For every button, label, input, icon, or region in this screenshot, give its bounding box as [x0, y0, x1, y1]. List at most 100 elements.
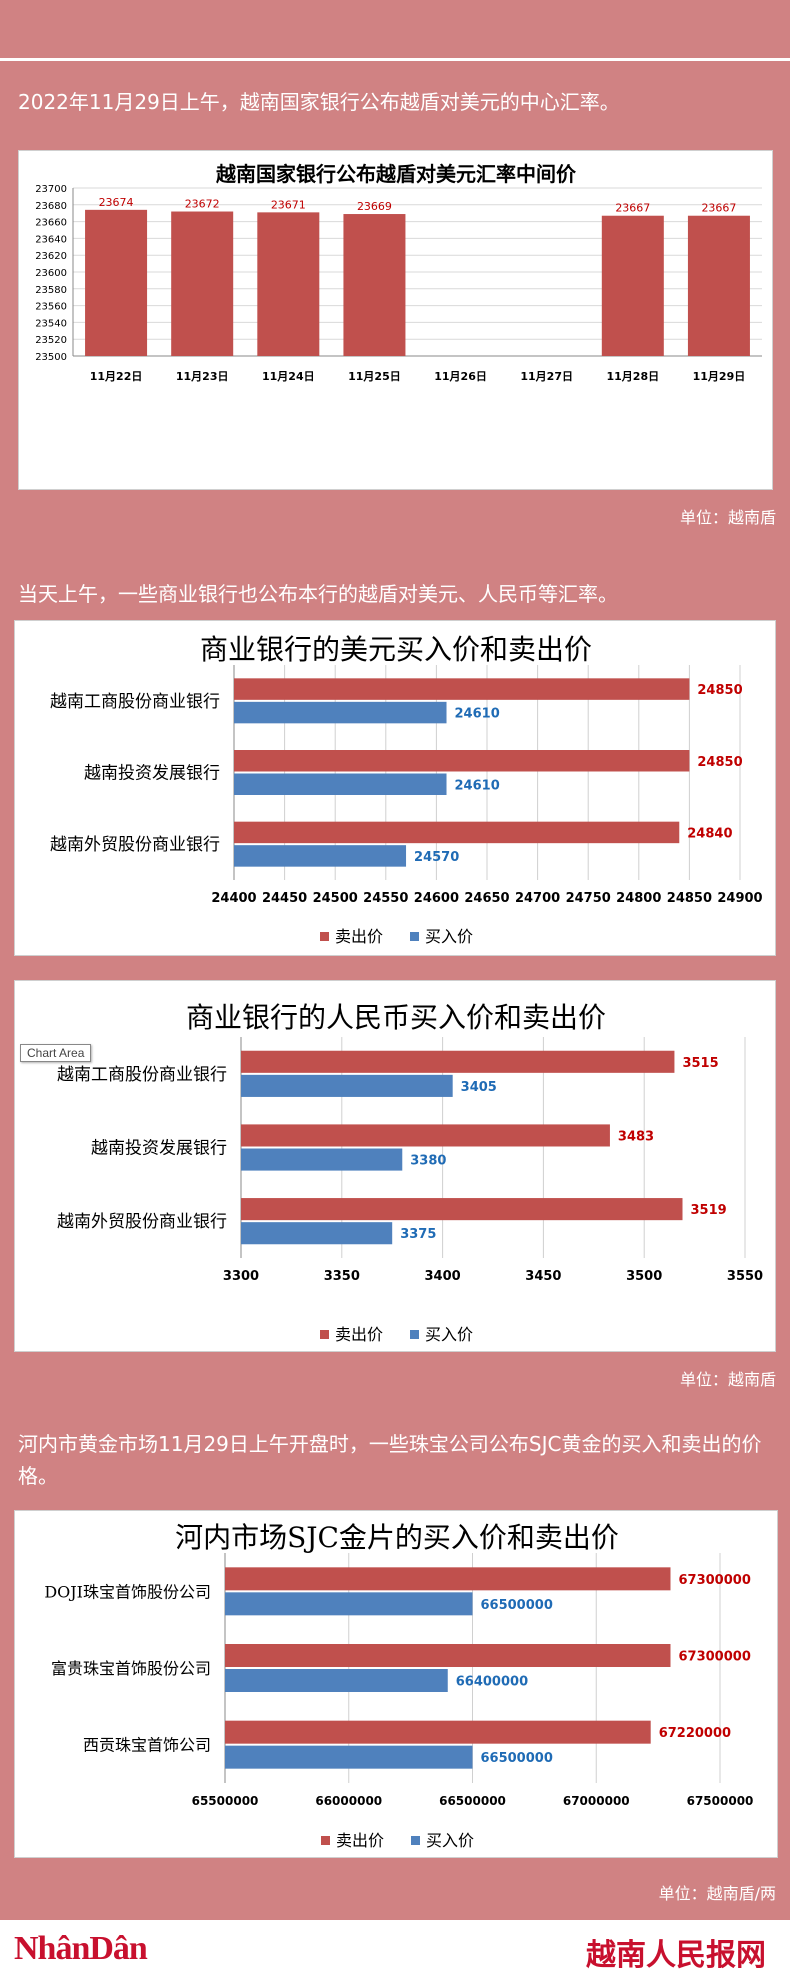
x-tick-label: 11月23日 — [176, 370, 229, 383]
x-tick-label: 24850 — [667, 891, 712, 906]
category-label: 越南工商股份商业银行 — [57, 1065, 227, 1085]
x-tick-label: 67000000 — [563, 1794, 630, 1808]
x-tick-label: 3550 — [727, 1269, 763, 1284]
bar-sell — [225, 1720, 651, 1744]
data-label-buy: 3380 — [410, 1154, 446, 1169]
category-label: 越南外贸股份商业银行 — [50, 835, 220, 855]
bar-buy — [234, 845, 407, 867]
bar-buy — [241, 1148, 403, 1171]
legend-label: 买入价 — [425, 1325, 473, 1344]
legend-label: 卖出价 — [335, 1325, 383, 1344]
data-label-sell: 3515 — [682, 1056, 718, 1071]
y-tick-label: 23520 — [35, 335, 67, 346]
bar — [171, 211, 234, 356]
legend-swatch — [410, 932, 419, 941]
intro-text-3: 河内市黄金市场11月29日上午开盘时，一些珠宝公司公布SJC黄金的买入和卖出的价… — [18, 1432, 762, 1488]
chart-title: 河内市场SJC金片的买入价和卖出价 — [175, 1521, 619, 1554]
x-tick-label: 67500000 — [687, 1794, 754, 1808]
footer-bar: NhânDân 越南人民报网 — [0, 1920, 790, 1975]
x-tick-label: 11月27日 — [520, 370, 573, 383]
chart-central-rate: 越南国家银行公布越盾对美元汇率中间价 23500 23520 23540 23560 23… — [35, 162, 762, 383]
category-label: 越南投资发展银行 — [84, 764, 220, 784]
chart-area-tooltip: Chart Area — [20, 1044, 92, 1062]
data-label-sell: 67300000 — [679, 1573, 751, 1588]
bar-buy — [241, 1222, 393, 1245]
data-label: 23672 — [185, 198, 220, 211]
y-tick-label: 23700 — [35, 184, 67, 195]
data-label-sell: 24850 — [697, 755, 742, 770]
y-tick-label: 23620 — [35, 251, 67, 262]
y-tick-label: 23640 — [35, 234, 67, 245]
bar-sell — [241, 1050, 675, 1073]
x-tick-label: 24600 — [414, 891, 459, 906]
x-tick-label: 11月29日 — [693, 370, 746, 383]
x-tick-label: 11月24日 — [262, 370, 315, 383]
data-label-buy: 66400000 — [456, 1675, 528, 1690]
bar — [85, 209, 148, 356]
category-label: 越南外贸股份商业银行 — [57, 1212, 227, 1232]
y-tick-label: 23680 — [35, 201, 67, 212]
x-tick-label: 24750 — [566, 891, 611, 906]
bar — [257, 212, 320, 356]
category-label: 西贡珠宝首饰公司 — [83, 1736, 211, 1755]
y-tick-label: 23560 — [35, 302, 67, 313]
data-label-buy: 66500000 — [481, 1598, 553, 1613]
legend-swatch — [321, 1836, 330, 1845]
bar-sell — [225, 1567, 671, 1591]
bar-sell — [241, 1124, 610, 1147]
data-label-sell: 24840 — [687, 826, 732, 841]
data-label: 23671 — [271, 198, 306, 211]
data-label-buy: 66500000 — [481, 1751, 553, 1766]
y-tick-label: 23600 — [35, 268, 67, 279]
x-tick-label: 11月22日 — [90, 370, 143, 383]
data-label: 23669 — [357, 200, 392, 213]
bar-buy — [234, 701, 447, 724]
x-tick-label: 24500 — [313, 891, 358, 906]
data-label-buy: 24610 — [455, 778, 500, 793]
data-label-sell: 3519 — [691, 1203, 727, 1218]
y-tick-label: 23580 — [35, 285, 67, 296]
data-label: 23667 — [701, 202, 736, 215]
x-tick-label: 24650 — [464, 891, 509, 906]
y-tick-label: 23540 — [35, 318, 67, 329]
bar — [687, 215, 750, 356]
x-tick-label: 24700 — [515, 891, 560, 906]
bar-buy — [225, 1669, 448, 1692]
x-tick-label: 3350 — [324, 1269, 360, 1284]
x-tick-label: 24450 — [262, 891, 307, 906]
nhandan-logo: NhânDân — [14, 1930, 148, 1967]
x-tick-label: 24550 — [363, 891, 408, 906]
bar-buy — [225, 1745, 473, 1769]
bar-buy — [234, 773, 447, 795]
data-label-buy: 24610 — [455, 707, 500, 722]
x-tick-label: 24900 — [717, 891, 762, 906]
chart-title: 商业银行的人民币买入价和卖出价 — [186, 1001, 606, 1034]
y-tick-label: 23500 — [35, 352, 67, 363]
intro-text-1: 2022年11月29日上午，越南国家银行公布越盾对美元的中心汇率。 — [18, 90, 620, 114]
x-tick-label: 65500000 — [192, 1794, 259, 1808]
data-label-sell: 24850 — [697, 683, 742, 698]
chart-usd-rates: 商业银行的美元买入价和卖出价 24400 24450 24500 24550 24600 2… — [50, 633, 763, 946]
legend-swatch — [320, 932, 329, 941]
legend-swatch — [320, 1330, 329, 1339]
intro-text-2: 当天上午，一些商业银行也公布本行的越盾对美元、人民币等汇率。 — [18, 582, 618, 606]
chart-cny-rates: 商业银行的人民币买入价和卖出价 3300 3350 3400 3450 3500 3550 3… — [57, 1001, 763, 1344]
chart-panel-4: 河内市场SJC金片的买入价和卖出价 65500000 66000000 6650000… — [14, 1510, 778, 1858]
bar-sell — [241, 1198, 683, 1221]
x-tick-label: 3400 — [425, 1269, 461, 1284]
bar-sell — [234, 750, 690, 772]
legend-swatch — [410, 1330, 419, 1339]
bar-sell — [225, 1644, 671, 1667]
legend-label: 买入价 — [426, 1831, 474, 1850]
x-tick-label: 24400 — [211, 891, 256, 906]
x-tick-label: 24800 — [616, 891, 661, 906]
x-tick-label: 11月28日 — [607, 370, 660, 383]
bar — [601, 215, 664, 356]
y-tick-label: 23660 — [35, 218, 67, 229]
x-tick-label: 3500 — [626, 1269, 662, 1284]
x-tick-label: 3300 — [223, 1269, 259, 1284]
chart-panel-3: 商业银行的人民币买入价和卖出价 3300 3350 3400 3450 3500 3550 3… — [14, 980, 776, 1352]
chart-title: 越南国家银行公布越盾对美元汇率中间价 — [215, 162, 577, 186]
data-label-buy: 3375 — [400, 1227, 436, 1242]
bar-sell — [234, 821, 680, 844]
